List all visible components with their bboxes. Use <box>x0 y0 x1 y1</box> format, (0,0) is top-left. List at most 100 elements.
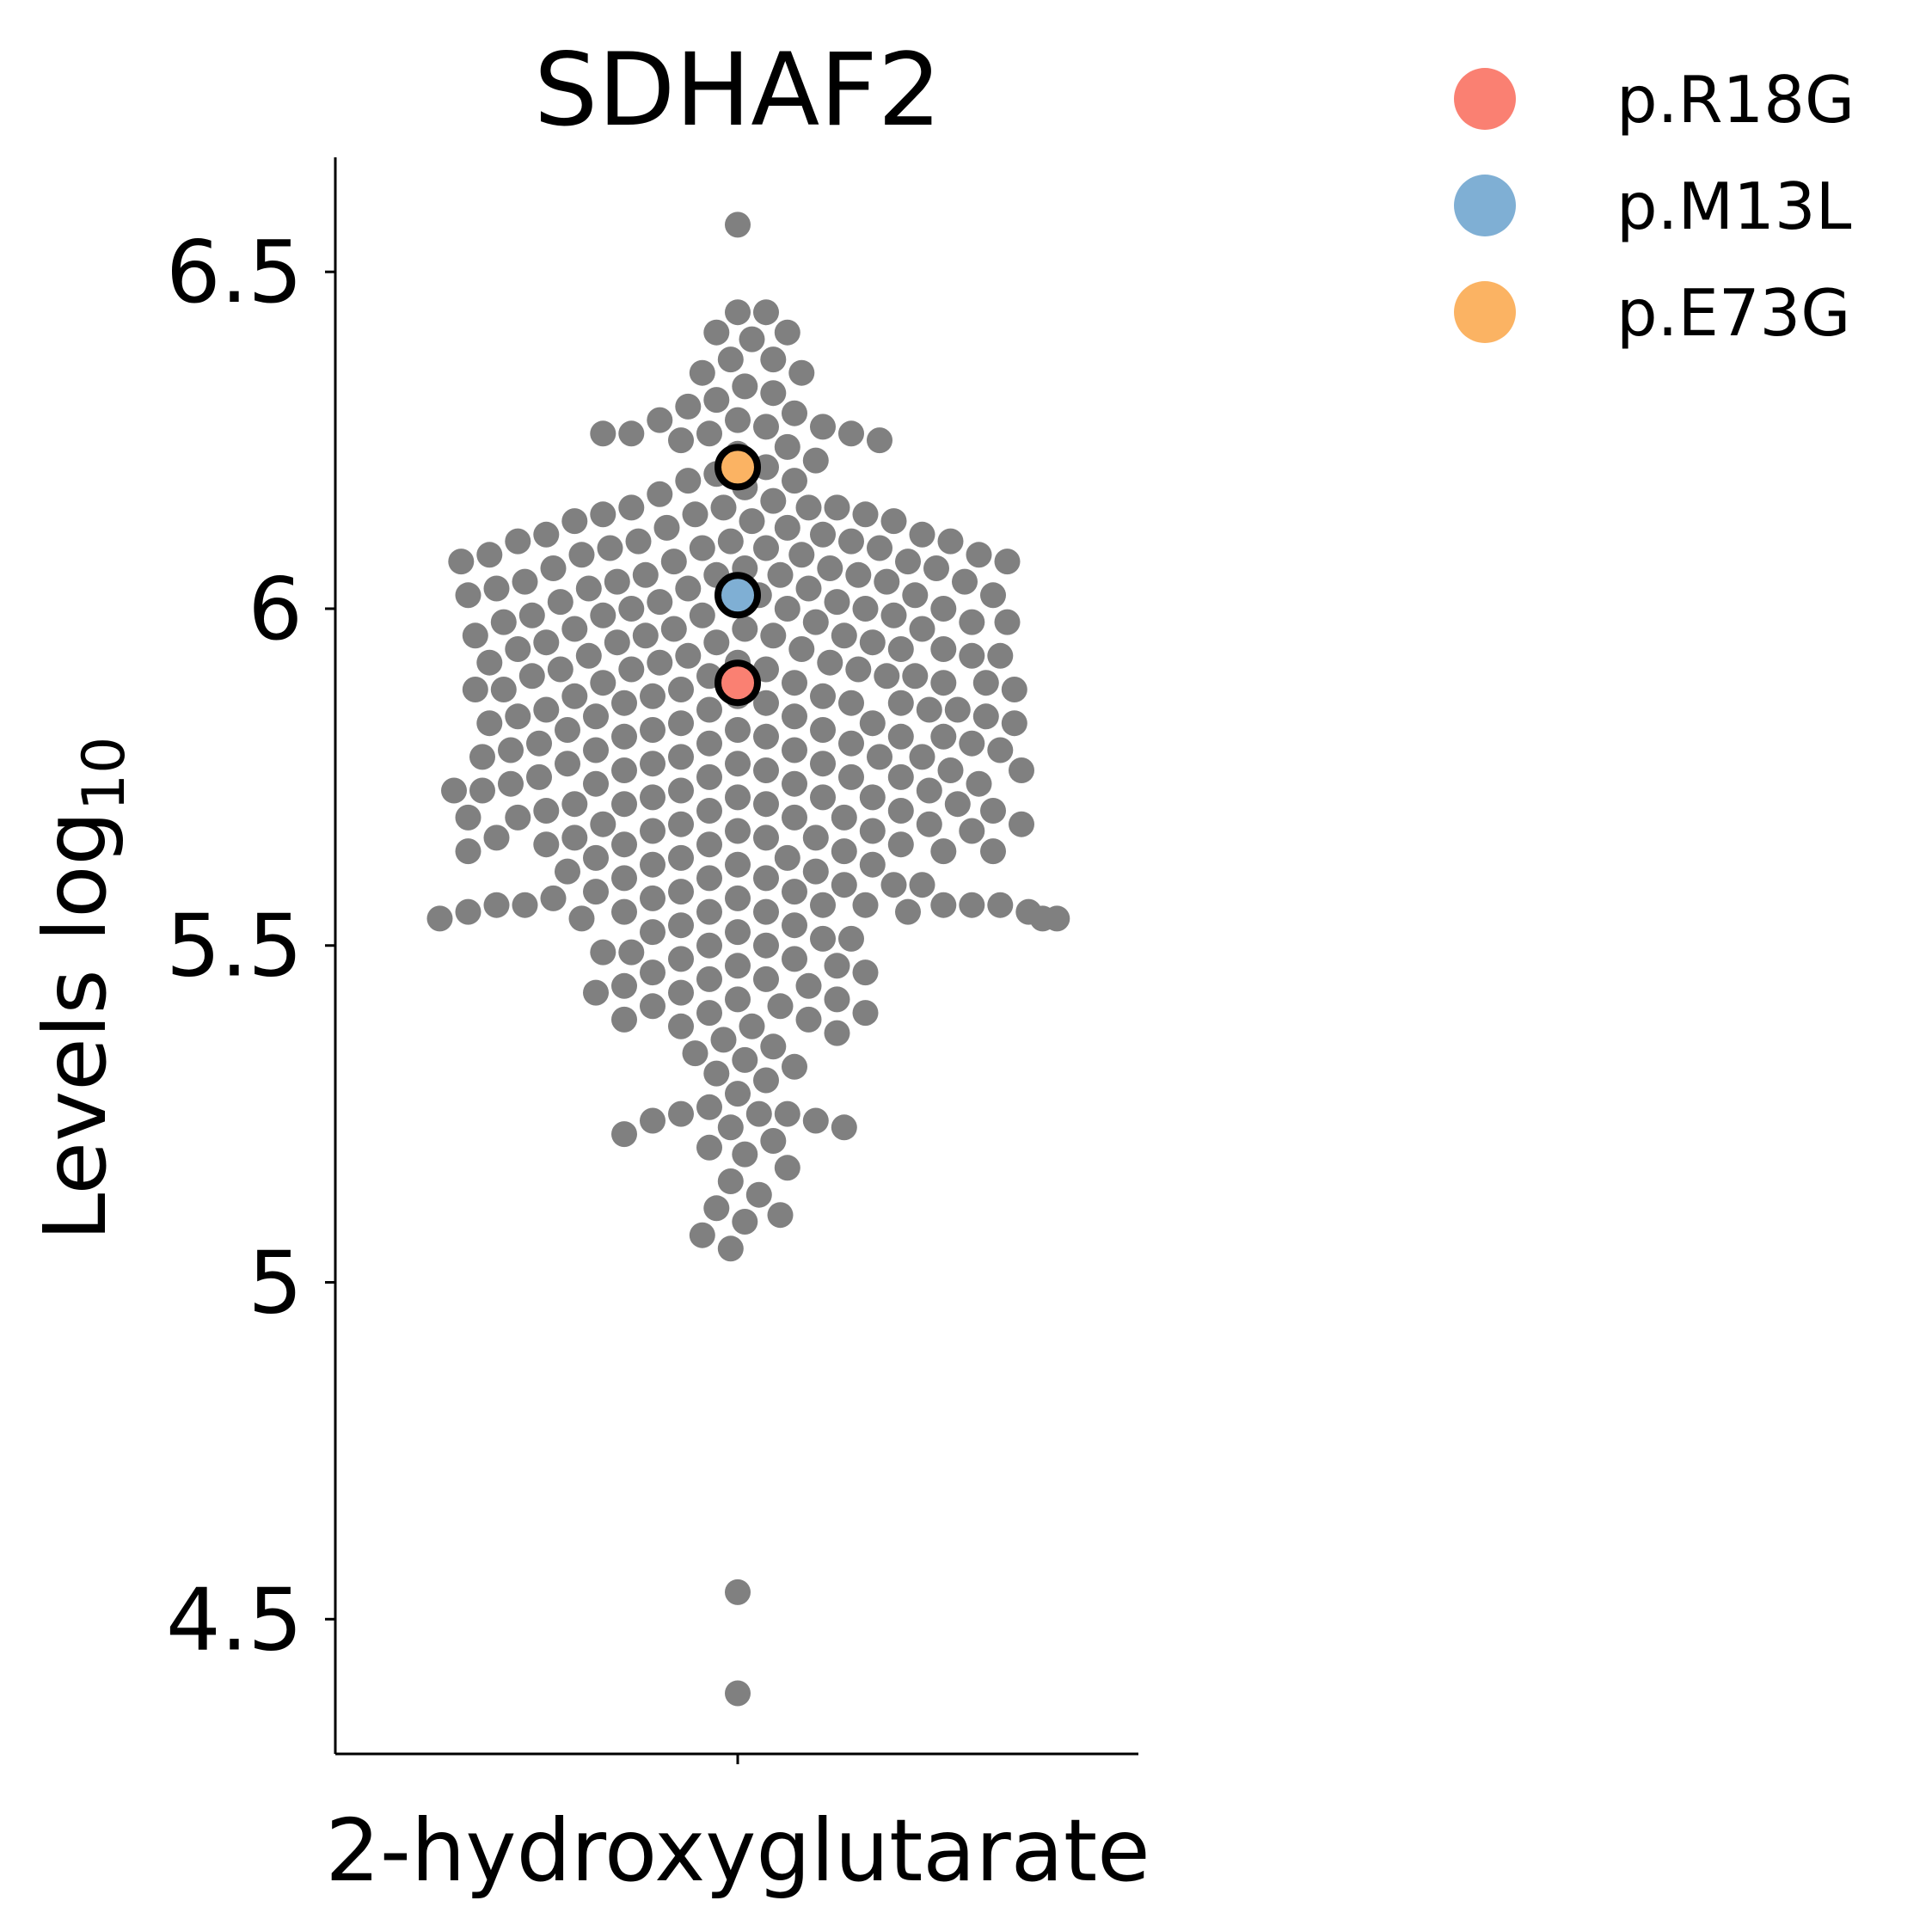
population-point <box>611 690 637 716</box>
population-point <box>753 414 779 439</box>
population-point <box>640 717 665 743</box>
population-point <box>696 420 722 446</box>
y-tick-label: 6.5 <box>166 222 303 322</box>
population-point <box>526 764 552 790</box>
population-point <box>583 703 609 729</box>
population-point <box>696 899 722 925</box>
population-point <box>760 1128 786 1154</box>
population-point <box>456 838 481 864</box>
population-point <box>456 899 481 925</box>
population-point <box>753 966 779 992</box>
population-point <box>533 697 559 723</box>
population-point <box>505 636 531 662</box>
population-point <box>640 993 665 1019</box>
population-point <box>668 980 694 1006</box>
population-point <box>618 596 644 622</box>
population-point <box>803 825 829 850</box>
population-point <box>533 629 559 655</box>
population-point <box>810 892 836 918</box>
population-point <box>725 784 751 810</box>
population-point <box>647 650 672 676</box>
population-point <box>668 1014 694 1039</box>
population-point <box>484 892 510 918</box>
population-point <box>831 805 857 831</box>
population-point <box>484 576 510 602</box>
population-point <box>753 791 779 817</box>
population-point <box>831 872 857 898</box>
population-point <box>533 522 559 548</box>
population-point <box>696 798 722 824</box>
population-point <box>753 933 779 959</box>
population-point <box>661 549 687 574</box>
population-point <box>888 636 914 662</box>
population-point <box>718 346 744 372</box>
population-point <box>696 764 722 790</box>
population-point <box>583 738 609 763</box>
population-point <box>760 622 786 648</box>
population-point <box>640 818 665 844</box>
population-point <box>803 1108 829 1134</box>
population-point <box>753 1068 779 1094</box>
population-point <box>838 420 864 446</box>
population-point <box>583 771 609 797</box>
population-point <box>696 933 722 959</box>
population-point <box>838 731 864 757</box>
legend: p.R18Gp.M13Lp.E73G <box>1454 62 1855 351</box>
population-point <box>825 953 850 978</box>
population-point <box>966 771 992 797</box>
population-point <box>647 408 672 433</box>
population-point <box>853 1000 879 1026</box>
population-point <box>959 731 984 757</box>
population-point <box>718 1235 744 1261</box>
population-point <box>725 212 751 237</box>
population-point <box>973 670 999 696</box>
population-point <box>675 643 701 669</box>
population-point <box>441 778 467 804</box>
population-point <box>782 401 807 426</box>
population-point <box>775 320 800 346</box>
population-point <box>895 549 921 574</box>
population-point <box>618 657 644 683</box>
y-tick-label: 6 <box>248 559 303 659</box>
population-point <box>945 697 971 723</box>
population-point <box>838 690 864 716</box>
population-point <box>1009 812 1034 837</box>
population-point <box>690 1223 715 1248</box>
population-point <box>796 576 822 602</box>
population-point <box>732 1142 757 1168</box>
population-point <box>476 650 502 676</box>
population-point <box>930 636 956 662</box>
population-point <box>561 791 587 817</box>
population-point <box>760 380 786 406</box>
population-point <box>448 549 474 574</box>
population-point <box>874 663 899 689</box>
population-point <box>690 360 715 386</box>
x-tick-label: 2-hydroxyglutarate <box>325 1800 1150 1901</box>
population-point <box>860 710 886 736</box>
population-point <box>938 529 964 555</box>
population-point <box>775 596 800 622</box>
legend-marker <box>1454 68 1516 130</box>
population-point <box>590 420 616 446</box>
population-point <box>810 684 836 709</box>
population-point <box>775 1155 800 1180</box>
population-point <box>456 805 481 831</box>
population-point <box>810 522 836 548</box>
population-point <box>853 501 879 527</box>
population-point <box>959 892 984 918</box>
population-point <box>484 825 510 850</box>
population-point <box>668 677 694 702</box>
population-point <box>923 555 949 581</box>
population-point <box>760 1033 786 1059</box>
population-point <box>618 420 644 446</box>
population-point <box>803 448 829 474</box>
population-point <box>860 852 886 878</box>
population-point <box>640 886 665 911</box>
population-point <box>561 684 587 709</box>
population-point <box>647 589 672 615</box>
population-point <box>541 886 567 911</box>
population-point <box>640 852 665 878</box>
population-point <box>853 596 879 622</box>
population-point <box>683 1040 708 1066</box>
